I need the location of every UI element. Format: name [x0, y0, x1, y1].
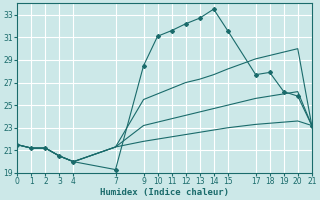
X-axis label: Humidex (Indice chaleur): Humidex (Indice chaleur) [100, 188, 229, 197]
